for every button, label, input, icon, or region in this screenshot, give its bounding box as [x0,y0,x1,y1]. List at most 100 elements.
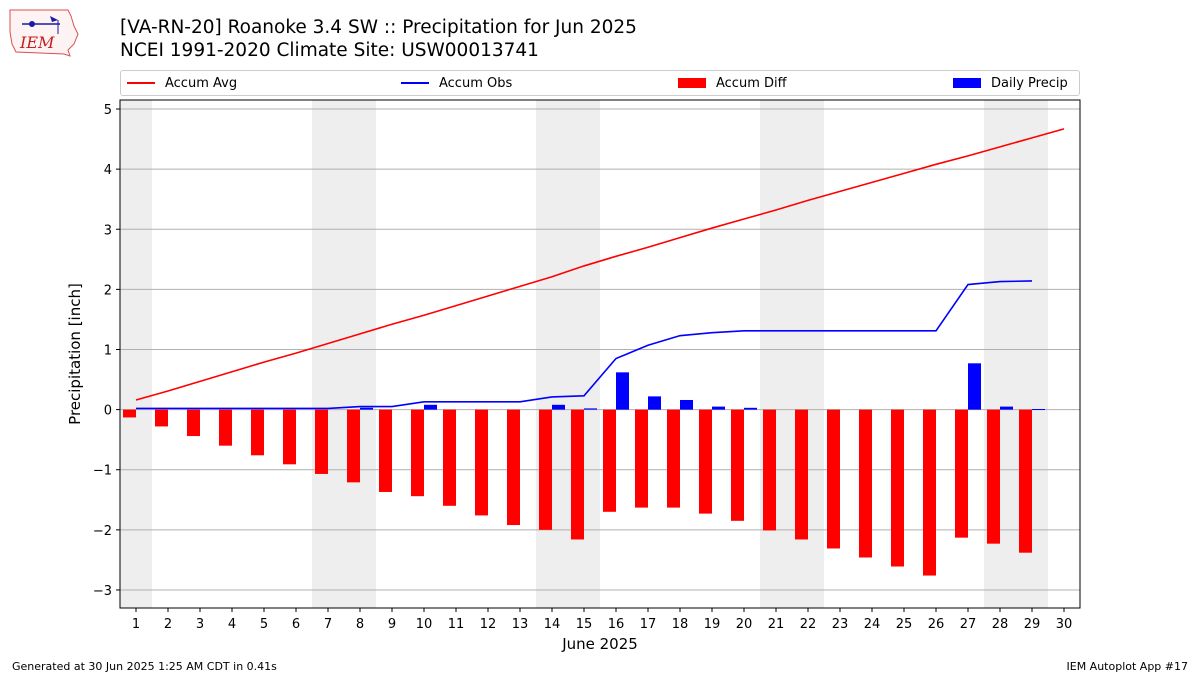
bar-accum-diff-6 [283,409,296,465]
legend-label-accum-diff: Accum Diff [716,75,787,91]
bar-daily-precip-28 [1000,406,1013,410]
legend-item-accum-diff: Accum Diff [678,71,787,95]
bar-daily-precip-18 [680,399,693,410]
x-tick-label-21: 21 [768,617,785,632]
bar-accum-diff-4 [219,409,232,446]
x-tick-label-16: 16 [608,617,625,632]
x-tick-label-7: 7 [324,617,332,632]
x-tick-label-14: 14 [544,617,561,632]
y-tick-label-1: 4 [104,163,112,178]
x-tick-label-11: 11 [448,617,465,632]
bar-accum-diff-10 [411,409,424,497]
bar-accum-diff-24 [859,409,872,558]
bar-accum-diff-29 [1019,409,1032,553]
x-tick-label-2: 2 [164,617,172,632]
legend-label-daily-precip: Daily Precip [991,75,1068,91]
bar-accum-diff-2 [155,409,168,427]
x-tick-label-19: 19 [704,617,721,632]
bar-accum-diff-14 [539,409,552,530]
line-accum-obs [136,280,1033,410]
bar-accum-diff-13 [507,409,520,526]
bar-accum-diff-19 [699,409,712,514]
x-tick-label-6: 6 [292,617,300,632]
bar-accum-diff-11 [443,409,456,506]
x-tick-label-20: 20 [736,617,753,632]
footer-app-text: IEM Autoplot App #17 [1066,660,1189,673]
bar-daily-precip-16 [616,372,629,410]
chart-title: [VA-RN-20] Roanoke 3.4 SW :: Precipitati… [120,17,637,38]
bar-accum-diff-21 [763,409,776,531]
y-tick-label-0: 5 [104,103,112,118]
x-tick-label-29: 29 [1024,617,1041,632]
iem-logo: IEM [8,6,80,60]
x-tick-label-17: 17 [640,617,657,632]
y-tick-label-4: 1 [104,343,112,358]
bar-daily-precip-27 [968,363,981,410]
legend-label-accum-avg: Accum Avg [165,75,238,91]
x-tick-label-24: 24 [864,617,881,632]
bar-accum-diff-22 [795,409,808,540]
legend-swatch-accum-avg [127,82,155,84]
bar-accum-diff-27 [955,409,968,538]
legend-swatch-accum-diff [678,78,706,88]
legend-label-accum-obs: Accum Obs [439,75,513,91]
bar-accum-diff-17 [635,409,648,508]
bar-accum-diff-26 [923,409,936,576]
y-tick-label-6: −1 [93,464,112,479]
x-tick-label-26: 26 [928,617,945,632]
bar-accum-diff-3 [187,409,200,437]
y-tick-label-7: −2 [93,524,112,539]
x-tick-label-25: 25 [896,617,913,632]
weekend-shade-3 [536,100,600,608]
plot-frame [119,99,1081,609]
bar-daily-precip-14 [552,404,565,410]
bar-daily-precip-10 [424,404,437,410]
bar-daily-precip-20 [744,407,757,410]
x-tick-label-4: 4 [228,617,236,632]
bar-daily-precip-15 [584,408,597,410]
x-tick-label-30: 30 [1056,617,1073,632]
y-tick-label-2: 3 [104,223,112,238]
bar-daily-precip-17 [648,396,661,410]
x-tick-label-15: 15 [576,617,593,632]
x-tick-label-8: 8 [356,617,364,632]
bar-accum-diff-20 [731,409,744,521]
bar-accum-diff-8 [347,409,360,483]
bar-accum-diff-1 [123,409,136,418]
legend-item-daily-precip: Daily Precip [953,71,1068,95]
bar-accum-diff-7 [315,409,328,474]
x-tick-label-5: 5 [260,617,268,632]
bar-accum-diff-5 [251,409,264,456]
bar-accum-diff-9 [379,409,392,492]
bar-accum-diff-23 [827,409,840,549]
weekend-shade-1 [120,100,152,608]
weekend-shade-2 [312,100,376,608]
bar-daily-precip-8 [360,407,373,410]
x-tick-label-10: 10 [416,617,433,632]
bar-accum-diff-12 [475,409,488,516]
x-tick-label-27: 27 [960,617,977,632]
weekend-shade-4 [760,100,824,608]
bar-accum-diff-15 [571,409,584,540]
footer-generated-text: Generated at 30 Jun 2025 1:25 AM CDT in … [12,660,277,673]
line-accum-avg [135,128,1065,401]
legend-swatch-accum-obs [401,82,429,84]
legend-item-accum-obs: Accum Obs [401,71,512,95]
x-axis-label: June 2025 [561,635,638,653]
x-tick-label-28: 28 [992,617,1009,632]
x-tick-label-13: 13 [512,617,529,632]
legend-swatch-daily-precip [953,78,981,88]
x-tick-label-12: 12 [480,617,497,632]
chart-legend: Accum Avg Accum Obs Accum Diff Daily Pre… [120,70,1080,96]
legend-item-accum-avg: Accum Avg [127,71,237,95]
y-tick-label-3: 2 [104,283,112,298]
y-tick-label-8: −3 [93,584,112,599]
y-axis-label: Precipitation [inch] [66,283,84,425]
x-tick-label-22: 22 [800,617,817,632]
bar-accum-diff-25 [891,409,904,567]
bar-daily-precip-29 [1032,409,1045,411]
x-tick-label-18: 18 [672,617,689,632]
x-tick-label-23: 23 [832,617,849,632]
logo-text: IEM [19,33,55,52]
